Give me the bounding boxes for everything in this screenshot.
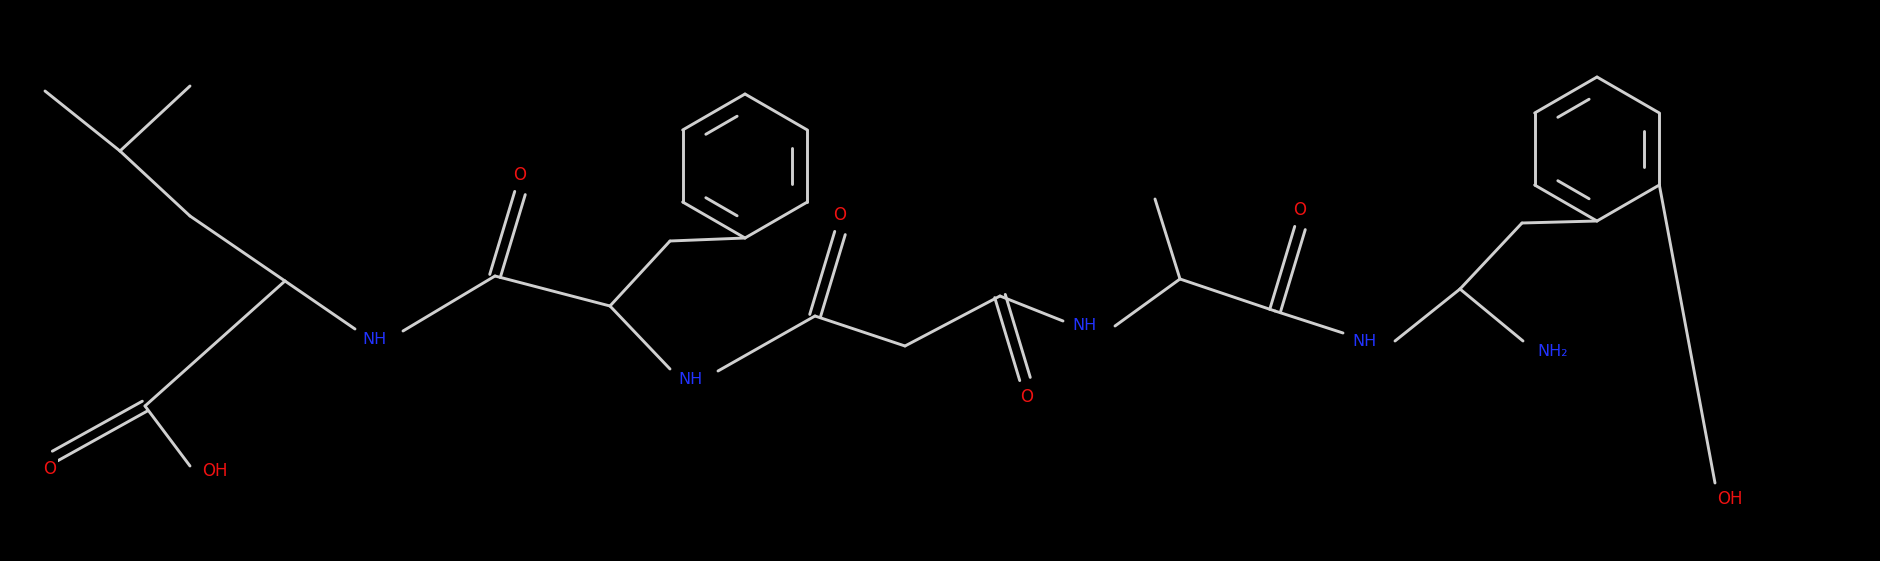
- Text: O: O: [1021, 388, 1032, 406]
- Text: NH: NH: [1352, 333, 1376, 348]
- Text: NH: NH: [677, 371, 701, 387]
- Text: NH₂: NH₂: [1538, 343, 1568, 358]
- Text: O: O: [1293, 201, 1307, 219]
- Text: NH: NH: [1072, 319, 1096, 333]
- Text: O: O: [833, 206, 846, 224]
- Text: OH: OH: [203, 462, 227, 480]
- Text: O: O: [43, 460, 56, 478]
- Text: OH: OH: [1716, 490, 1743, 508]
- Text: NH: NH: [363, 332, 387, 347]
- Text: O: O: [513, 166, 526, 184]
